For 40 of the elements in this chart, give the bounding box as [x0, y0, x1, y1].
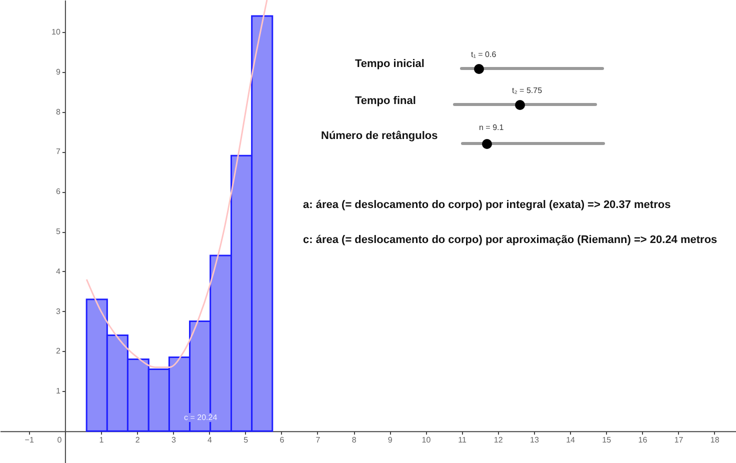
x-tick-label: 16: [638, 436, 648, 445]
x-tick-label: 8: [352, 436, 357, 445]
y-tick-label: 5: [56, 227, 61, 236]
x-tick-label: 9: [388, 436, 393, 445]
x-tick-label: −1: [24, 436, 34, 445]
annotation: Número de retângulos: [321, 130, 438, 142]
y-tick-label: 2: [56, 346, 61, 356]
x-tick-label: 13: [530, 436, 540, 445]
x-tick-label: 2: [135, 436, 140, 445]
annotation: c: área (= deslocamento do corpo) por aproximação (Riemann) => 20.24 metros: [303, 234, 718, 246]
y-tick-label: 9: [56, 67, 61, 76]
y-tick-label: 7: [56, 147, 61, 156]
x-tick-label: 6: [280, 436, 285, 445]
x-tick-label: 18: [710, 436, 720, 445]
x-tick-label: 12: [494, 436, 504, 445]
annotation: t₁ = 0.6: [471, 50, 496, 59]
annotation: t₂ = 5.75: [512, 86, 542, 95]
x-tick-label: 0: [57, 436, 62, 445]
x-tick-label: 10: [422, 436, 432, 445]
annotation: n = 9.1: [479, 123, 504, 132]
annotation: c = 20.24: [183, 413, 218, 422]
x-tick-label: 4: [208, 436, 213, 445]
x-tick-label: 11: [458, 436, 468, 445]
x-tick-label: 5: [244, 436, 249, 445]
line-series: [86, 0, 268, 368]
y-tick-label: 6: [56, 187, 61, 196]
y-tick-label: 10: [52, 27, 61, 36]
annotation: a: área (= deslocamento do corpo) por integral (exata) => 20.37 metros: [303, 199, 671, 211]
y-tick-label: 4: [56, 266, 61, 276]
annotation: Tempo final: [355, 95, 416, 107]
x-tick-label: 14: [566, 436, 576, 445]
y-tick-label: 1: [56, 386, 61, 396]
y-tick-label: 3: [56, 306, 61, 316]
x-tick-label: 3: [171, 436, 176, 445]
x-tick-label: 15: [602, 436, 612, 445]
x-tick-label: 1: [99, 436, 104, 445]
y-tick-label: 8: [56, 107, 61, 116]
x-tick-label: 17: [674, 436, 684, 445]
x-tick-label: 7: [316, 436, 321, 445]
annotation: Tempo inicial: [355, 58, 424, 70]
